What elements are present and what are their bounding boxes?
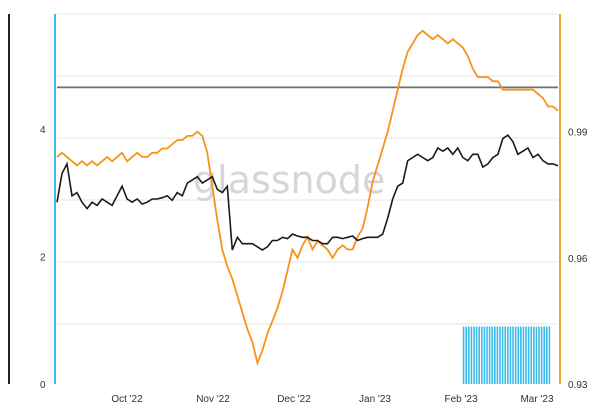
x-tick-label-0: Oct '22	[111, 394, 143, 405]
x-tick-label-5: Mar '23	[520, 394, 553, 405]
highlight-stripe-14	[499, 326, 501, 384]
highlight-stripe-18	[509, 326, 512, 384]
highlight-stripe-8	[483, 326, 486, 384]
right-tick-label-1: 0.96	[568, 254, 588, 265]
highlight-stripe-32	[546, 326, 548, 384]
highlight-stripe-15	[501, 326, 504, 384]
x-axis-ticks: Oct '22 Nov '22 Dec '22 Jan '23 Feb '23 Mar '…	[111, 394, 554, 405]
highlight-stripe-33	[548, 326, 551, 384]
highlight-stripe-13	[496, 326, 499, 384]
highlight-stripe-22	[520, 326, 522, 384]
highlight-stripe-31	[543, 326, 546, 384]
watermark: glassnode	[193, 158, 385, 202]
highlight-stripe-29	[538, 326, 540, 384]
highlight-stripe-21	[517, 326, 520, 384]
highlight-stripe-20	[514, 326, 517, 384]
highlight-stripe-17	[507, 326, 509, 384]
highlight-stripe-30	[540, 326, 543, 384]
highlight-stripe-1	[465, 326, 468, 384]
left-tick-label-2: 4	[40, 125, 46, 136]
highlight-stripe-10	[488, 326, 491, 384]
highlight-stripe-24	[525, 326, 527, 384]
highlight-stripe-25	[527, 326, 530, 384]
right-tick-label-2: 0.99	[568, 128, 588, 139]
highlight-stripe-5	[475, 326, 478, 384]
left-series-line	[56, 134, 559, 251]
highlight-stripe-16	[504, 326, 507, 384]
highlight-stripe-12	[494, 326, 496, 384]
right-axis-ticks: 0.93 0.96 0.99	[568, 128, 588, 391]
left-tick-label-0: 0	[40, 380, 46, 391]
highlight-stripe-7	[481, 326, 483, 384]
left-axis-ticks: 0 2 4	[40, 125, 46, 391]
highlight-stripe-2	[468, 326, 470, 384]
highlight-stripe-11	[491, 326, 494, 384]
x-tick-label-2: Dec '22	[277, 394, 311, 405]
highlight-stripe-0	[462, 326, 465, 384]
highlight-region	[462, 326, 551, 384]
highlight-stripe-19	[512, 326, 514, 384]
x-tick-label-3: Jan '23	[359, 394, 391, 405]
right-tick-label-0: 0.93	[568, 380, 588, 391]
highlight-stripe-28	[535, 326, 538, 384]
x-tick-label-4: Feb '23	[444, 394, 477, 405]
highlight-stripe-4	[473, 326, 475, 384]
highlight-stripe-3	[470, 326, 473, 384]
gridlines	[57, 13, 558, 325]
highlight-stripe-9	[486, 326, 488, 384]
highlight-stripe-26	[530, 326, 533, 384]
x-tick-label-1: Nov '22	[196, 394, 230, 405]
highlight-stripe-6	[478, 326, 481, 384]
highlight-stripe-27	[533, 326, 535, 384]
highlight-stripe-23	[522, 326, 525, 384]
left-tick-label-1: 2	[40, 252, 46, 263]
